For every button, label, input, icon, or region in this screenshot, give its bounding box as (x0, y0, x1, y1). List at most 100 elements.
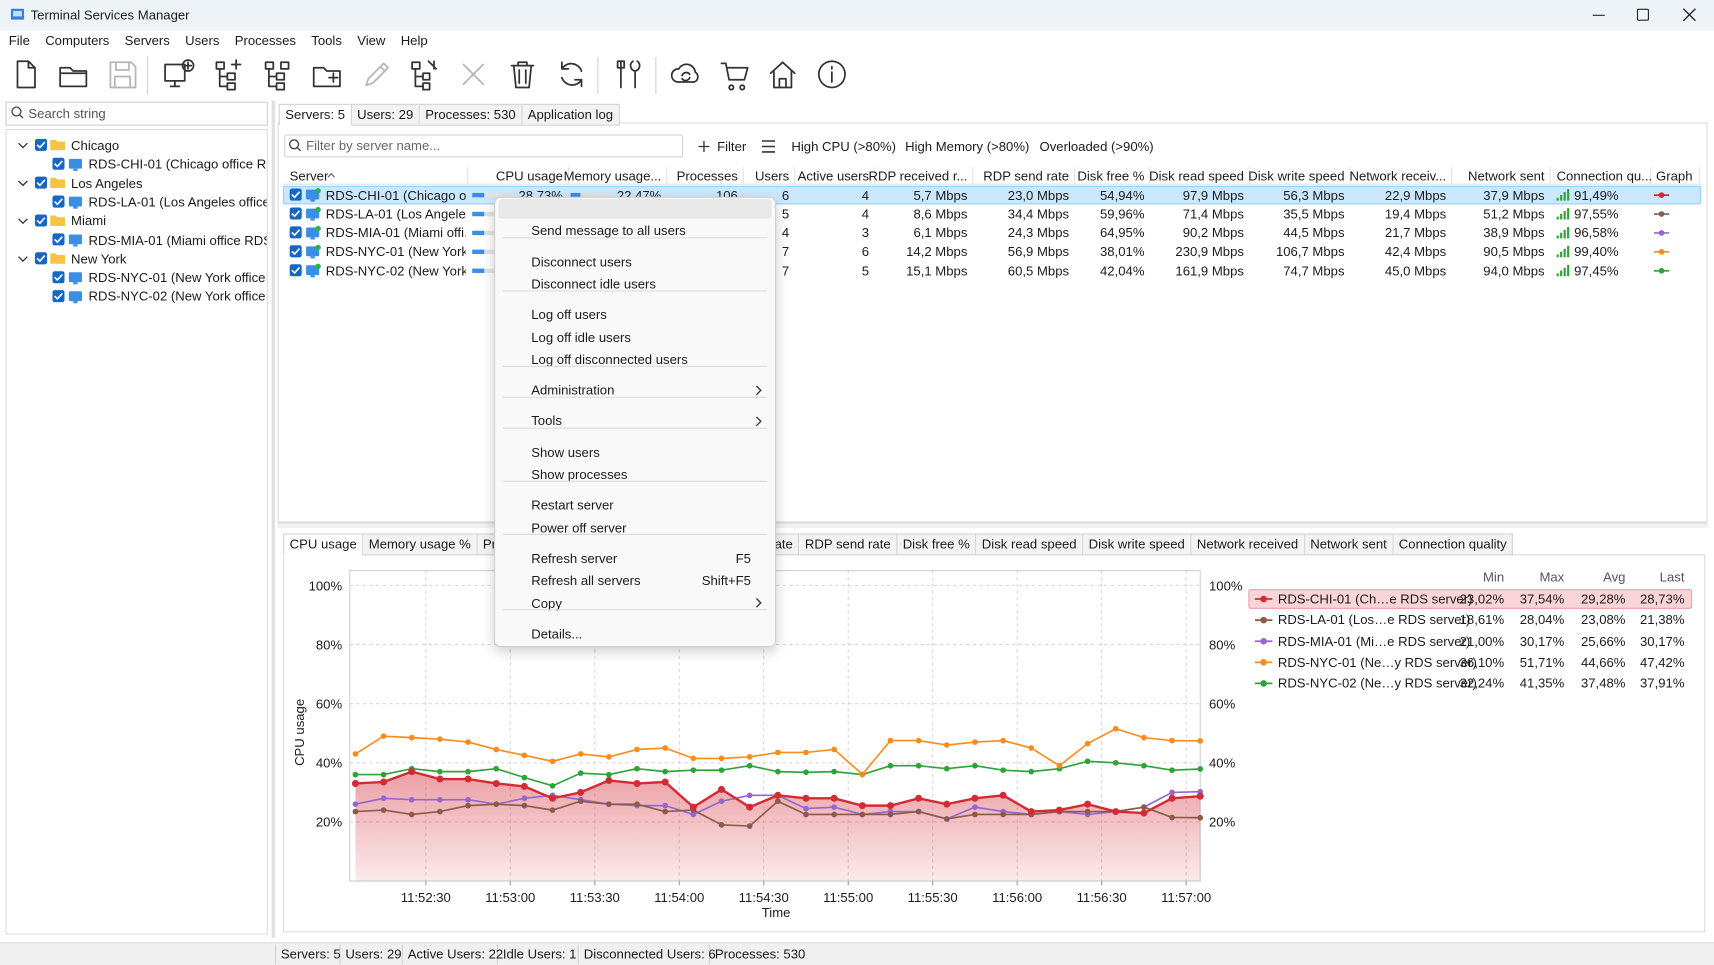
cell: 90,5 Mbps (1483, 244, 1545, 260)
x-tick-label: 11:52:30 (400, 889, 451, 906)
series-point (577, 770, 584, 776)
menu-item[interactable]: Processes (234, 32, 296, 49)
menu-item[interactable]: Servers (124, 32, 170, 49)
checkmark (291, 266, 301, 275)
server-name[interactable]: RDS-NYC-02 (New York ... (325, 263, 466, 279)
legend-name[interactable]: RDS-LA-01 (Los…e RDS server) (1277, 612, 1471, 628)
series-point (690, 767, 697, 774)
tab[interactable]: Servers: 5 (278, 103, 352, 126)
cell: 5 (861, 263, 870, 279)
checkmark (54, 236, 63, 244)
series-point (634, 746, 640, 753)
menu-item[interactable]: Log off users (531, 307, 607, 323)
series-point (549, 758, 556, 765)
tab[interactable]: Application log (522, 103, 620, 126)
signal-bar (1560, 232, 1563, 239)
tab[interactable]: RDP send rate (799, 533, 898, 556)
menu-item[interactable]: Refresh server (531, 550, 618, 567)
menu-item[interactable]: Restart server (531, 497, 614, 513)
tab[interactable]: Disk read speed (976, 533, 1084, 556)
menu-item[interactable]: Power off server (531, 519, 627, 536)
x-tick-label: 11:55:00 (823, 889, 874, 906)
legend-name[interactable]: RDS-MIA-01 (Mi…e RDS server) (1277, 633, 1471, 649)
menu-item[interactable]: Show processes (531, 466, 628, 483)
tree-server-label[interactable]: RDS-CHI-01 (Chicago office RDS s (88, 156, 267, 172)
series-point (999, 791, 1007, 799)
series-point (493, 801, 500, 808)
series-point (408, 811, 415, 818)
menu-item[interactable]: Show users (531, 444, 600, 460)
menu-item[interactable]: Disconnect users (531, 254, 632, 270)
tab[interactable]: Connection quality (1393, 533, 1514, 556)
menu-item[interactable]: Send message to all users (531, 223, 686, 239)
server-icon (68, 291, 82, 302)
legend-swatch-dot (1260, 659, 1267, 666)
legend-name[interactable]: RDS-NYC-01 (Ne…y RDS server) (1277, 654, 1477, 670)
tree-server-label[interactable]: RDS-NYC-02 (New York office - se (88, 289, 267, 305)
filter-preset[interactable]: High CPU (>80%) (791, 138, 897, 155)
legend-stat: 41,35% (1519, 675, 1565, 692)
tab[interactable]: Network sent (1304, 533, 1394, 556)
legend-name[interactable]: RDS-CHI-01 (Ch…e RDS server) (1277, 591, 1473, 607)
checkbox (289, 207, 302, 220)
series-point (437, 796, 443, 803)
toolbar-icon (616, 60, 641, 89)
menu-item[interactable]: Users (185, 32, 220, 49)
signal-bar (1563, 267, 1566, 277)
series-point (1084, 740, 1091, 747)
column-header: RDP send rate (983, 168, 1070, 184)
series-point (577, 788, 585, 796)
filter-button[interactable]: Filter (717, 138, 747, 155)
filter-preset[interactable]: High Memory (>80%) (905, 138, 1030, 155)
menu-item[interactable]: Computers (45, 32, 110, 49)
column-header[interactable]: Connection qu... (1556, 168, 1653, 184)
series-point (549, 794, 557, 802)
tree-server-label[interactable]: RDS-NYC-01 (New York office - pr (88, 270, 267, 286)
toolbar-icon (560, 61, 583, 88)
menu-item[interactable]: Details... (531, 626, 583, 642)
server-name[interactable]: RDS-CHI-01 (Chicago of... (325, 187, 466, 203)
menu-item[interactable]: Copy (531, 595, 562, 611)
legend-stat: 21,00% (1459, 633, 1505, 649)
menu-item[interactable]: Tools (531, 413, 562, 429)
menu-item[interactable]: Log off idle users (531, 329, 631, 345)
series-point (831, 811, 837, 818)
tab[interactable]: Disk write speed (1083, 533, 1192, 556)
tab[interactable]: CPU usage (283, 533, 364, 556)
signal-bar (1556, 254, 1559, 258)
tree-server-label[interactable]: RDS-MIA-01 (Miami office RDS se (88, 232, 267, 248)
legend-name[interactable]: RDS-NYC-02 (Ne…y RDS server) (1277, 675, 1477, 692)
tab[interactable]: Disk free % (897, 533, 977, 556)
tab[interactable]: Processes: 530 (419, 103, 523, 126)
cell: 230,9 Mbps (1175, 244, 1244, 260)
menu-item[interactable]: Refresh all servers (531, 572, 641, 589)
series-point (634, 801, 640, 808)
menu-item[interactable]: Help (400, 32, 428, 49)
folder-icon (50, 215, 66, 226)
series-point (1084, 808, 1091, 815)
menu-item[interactable]: View (357, 32, 386, 49)
menu-item[interactable]: Administration (531, 382, 615, 398)
server-name[interactable]: RDS-NYC-01 (New York ... (325, 244, 466, 260)
menu-item[interactable]: File (8, 32, 30, 49)
status-dot (315, 225, 321, 232)
tab[interactable]: Users: 29 (351, 103, 420, 126)
tab[interactable]: Memory usage % (363, 533, 478, 556)
server-name[interactable]: RDS-MIA-01 (Miami offi... (325, 225, 466, 241)
tree-server-label[interactable]: RDS-LA-01 (Los Angeles office RD (88, 194, 267, 210)
checkmark (54, 292, 63, 301)
toolbar-icon (769, 61, 796, 89)
column-header[interactable]: Graph (1656, 168, 1693, 184)
filter-preset[interactable]: Overloaded (>90%) (1039, 138, 1154, 155)
menu-item[interactable]: Log off disconnected users (531, 351, 688, 368)
column-header: Memory usage... (563, 168, 662, 184)
column-header: Disk read speed (1149, 168, 1244, 184)
column-header[interactable]: Server (289, 168, 329, 184)
server-name[interactable]: RDS-LA-01 (Los Angeles... (325, 206, 466, 222)
series-point (831, 746, 837, 753)
server-icon-base (73, 301, 78, 304)
menu-item[interactable]: Tools (311, 32, 342, 49)
menu-item[interactable]: Disconnect idle users (531, 276, 656, 292)
menu-item[interactable]: Remote desktop (531, 201, 627, 217)
tab[interactable]: Network received (1191, 533, 1305, 556)
